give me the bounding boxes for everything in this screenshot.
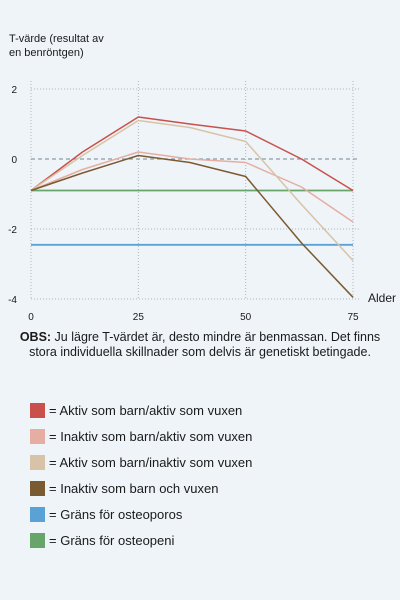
y-tick-label: -2 <box>8 225 17 236</box>
legend-item: = Aktiv som barn/aktiv som vuxen <box>30 397 390 423</box>
x-tick-label: 50 <box>240 312 252 323</box>
legend-label: = Inaktiv som barn/aktiv som vuxen <box>49 428 253 444</box>
legend-swatch <box>30 532 45 548</box>
legend-label: = Aktiv som barn/aktiv som vuxen <box>49 402 243 418</box>
series-line-0 <box>30 116 354 192</box>
y-tick-label: 2 <box>11 85 17 96</box>
legend-item: = Gräns för osteoporos <box>30 501 390 527</box>
note-text: OBS: Ju lägre T-värdet är, desto mindre … <box>14 330 386 360</box>
x-tick-label: 0 <box>28 312 34 323</box>
legend-item: = Inaktiv som barn/aktiv som vuxen <box>30 423 390 449</box>
legend-swatch <box>30 402 45 418</box>
legend-label: = Gräns för osteoporos <box>49 506 183 522</box>
series-line-1 <box>30 151 354 223</box>
legend-item: = Gräns för osteopeni <box>30 527 390 553</box>
y-tick-label: 0 <box>11 155 17 166</box>
legend-label: = Gräns för osteopeni <box>49 532 175 548</box>
chart: T-värde (resultat av en benröntgen) 2 0 -2 -… <box>8 33 396 323</box>
tick-labels: 2 0 -2 -4 0 25 50 75 Alder <box>8 85 396 323</box>
y-tick-label: -4 <box>8 295 17 306</box>
legend-item: = Inaktiv som barn och vuxen <box>30 475 390 501</box>
y-axis-title-line: T-värde (resultat av <box>9 33 104 45</box>
y-axis-title-line: en benröntgen) <box>9 47 84 59</box>
series-line-2 <box>30 119 354 262</box>
series-lines <box>30 116 354 298</box>
series-line-3 <box>30 154 354 298</box>
legend: = Aktiv som barn/aktiv som vuxen = Inakti… <box>30 397 390 553</box>
legend-swatch <box>30 480 45 496</box>
legend-swatch <box>30 428 45 444</box>
x-tick-label: 25 <box>133 312 145 323</box>
note-body: Ju lägre T-värdet är, desto mindre är be… <box>29 330 381 359</box>
x-axis-title: Alder <box>368 291 396 305</box>
note-bold: OBS: <box>19 330 52 344</box>
legend-label: = Inaktiv som barn och vuxen <box>49 480 219 496</box>
legend-item: = Aktiv som barn/inaktiv som vuxen <box>30 449 390 475</box>
legend-swatch <box>30 454 45 470</box>
y-axis-title: T-värde (resultat av en benröntgen) <box>9 33 104 59</box>
x-tick-label: 75 <box>347 312 359 323</box>
legend-swatch <box>30 506 45 522</box>
legend-label: = Aktiv som barn/inaktiv som vuxen <box>49 454 253 470</box>
